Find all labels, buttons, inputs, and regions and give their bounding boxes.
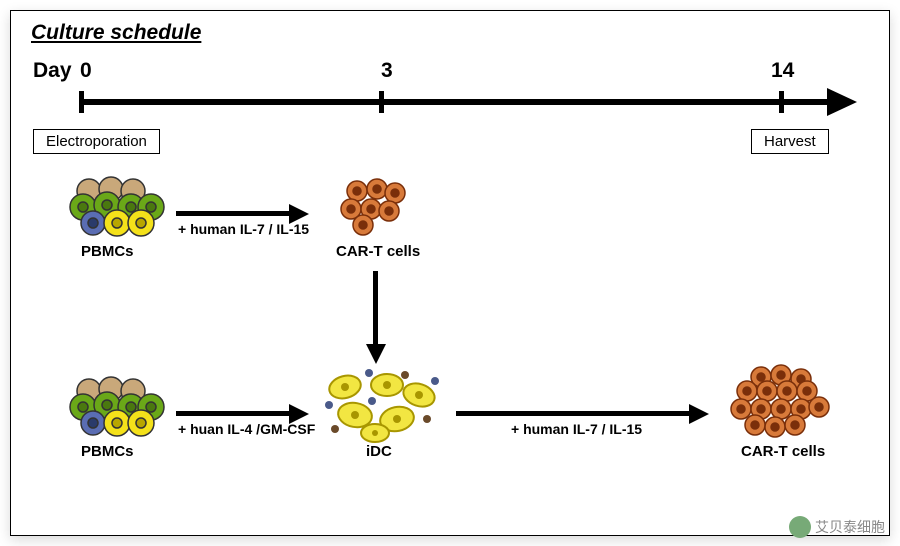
- label-idc: iDC: [366, 443, 392, 460]
- watermark-icon: [789, 516, 811, 538]
- proc-il7-il15-b: + human IL-7 / IL-15: [511, 421, 642, 437]
- timeline-arrowhead: [827, 88, 857, 116]
- timeline-tick-3: [379, 91, 384, 113]
- timeline-line: [79, 99, 829, 105]
- watermark: 艾贝泰细胞: [789, 516, 885, 538]
- timeline-mark-0: 0: [80, 59, 92, 83]
- cart-cluster-1: [331, 173, 421, 243]
- cart-cluster-2: [721, 361, 841, 445]
- label-cart-2: CAR-T cells: [741, 443, 825, 460]
- proc-il7-il15-a: + human IL-7 / IL-15: [178, 221, 309, 237]
- pbmc-cluster-1: [61, 171, 171, 241]
- box-harvest: Harvest: [751, 129, 829, 154]
- pbmc-cluster-2: [61, 371, 171, 441]
- timeline-mark-3: 3: [381, 59, 393, 83]
- watermark-text: 艾贝泰细胞: [815, 517, 885, 537]
- diagram-frame: Culture schedule Day 0 3 14 Electroporat…: [10, 10, 890, 536]
- label-pbmc-2: PBMCs: [81, 443, 134, 460]
- timeline-tick-0: [79, 91, 84, 113]
- proc-il4-gmcsf: + huan IL-4 /GM-CSF: [178, 421, 315, 437]
- label-cart-1: CAR-T cells: [336, 243, 420, 260]
- arrow-idc-cart: [456, 411, 691, 416]
- diagram-title: Culture schedule: [31, 21, 201, 45]
- timeline-tick-14: [779, 91, 784, 113]
- arrow-pbmc2-idc: [176, 411, 291, 416]
- day-label: Day: [33, 59, 72, 83]
- arrow-cart-idc: [373, 271, 378, 346]
- timeline-mark-14: 14: [771, 59, 794, 83]
- idc-cluster: [309, 361, 449, 445]
- label-pbmc-1: PBMCs: [81, 243, 134, 260]
- timeline: [79, 89, 859, 119]
- arrow-pbmc1-cart: [176, 211, 291, 216]
- box-electroporation: Electroporation: [33, 129, 160, 154]
